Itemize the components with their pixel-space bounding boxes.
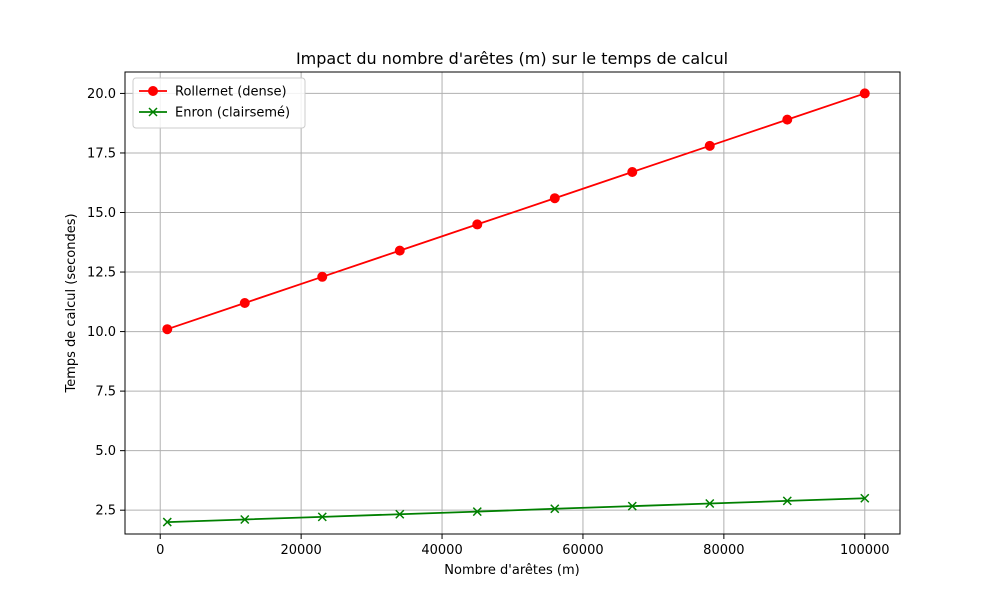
chart-title: Impact du nombre d'arêtes (m) sur le tem… — [296, 49, 728, 68]
x-tick-label: 100000 — [840, 543, 890, 558]
data-point — [704, 140, 715, 151]
data-point — [472, 507, 482, 517]
series-line — [167, 497, 865, 523]
y-axis-label: Temps de calcul (secondes) — [64, 213, 79, 393]
x-tick-label: 20000 — [280, 543, 321, 558]
plot-frame — [124, 71, 901, 535]
data-point — [782, 496, 792, 506]
data-point — [395, 509, 405, 519]
y-tick-label: 20.0 — [87, 87, 116, 102]
series-line — [166, 92, 866, 331]
legend-label: Rollernet (dense) — [175, 85, 287, 100]
data-point — [859, 88, 870, 99]
data-point — [782, 114, 793, 125]
data-point — [860, 493, 870, 503]
y-tick-label: 17.5 — [87, 146, 116, 161]
data-point — [317, 512, 327, 522]
series-0 — [162, 88, 870, 335]
y-tick-label: 10.0 — [87, 325, 116, 340]
legend-label: Enron (clairsemé) — [175, 106, 290, 121]
legend-item: Enron (clairsemé) — [139, 106, 290, 121]
y-tick-label: 7.5 — [95, 385, 116, 400]
grid — [125, 72, 900, 534]
data-point — [549, 193, 560, 204]
x-tick-label: 60000 — [562, 543, 603, 558]
data-point — [162, 324, 173, 335]
axes: 0 20000 40000 60000 80000 100000 2.5 5.0 7.5 10.0… — [87, 87, 890, 558]
data-point — [394, 245, 405, 256]
legend-marker — [148, 86, 158, 96]
x-tick-label: 40000 — [421, 543, 462, 558]
series-layer — [162, 88, 870, 527]
data-point — [240, 514, 250, 525]
legend-marker — [148, 107, 158, 117]
data-point — [317, 271, 328, 282]
legend-box — [132, 77, 306, 129]
y-tick-label: 5.0 — [95, 444, 116, 459]
data-point — [705, 498, 715, 509]
legend-item: Rollernet (dense) — [139, 85, 287, 100]
y-tick-label: 15.0 — [87, 206, 116, 221]
data-point — [627, 167, 638, 178]
data-point — [239, 298, 250, 308]
x-tick-label: 80000 — [703, 543, 744, 558]
y-tick-label: 12.5 — [87, 266, 116, 281]
x-axis-label: Nombre d'arêtes (m) — [444, 563, 579, 578]
y-tick-label: 2.5 — [95, 504, 116, 519]
legend: Rollernet (dense) Enron (clairsemé) — [132, 77, 306, 129]
data-point — [162, 517, 172, 527]
data-point — [550, 504, 560, 514]
x-tick-label: 0 — [156, 543, 164, 558]
data-point — [627, 501, 637, 511]
data-point — [472, 219, 483, 230]
series-1 — [162, 493, 870, 527]
